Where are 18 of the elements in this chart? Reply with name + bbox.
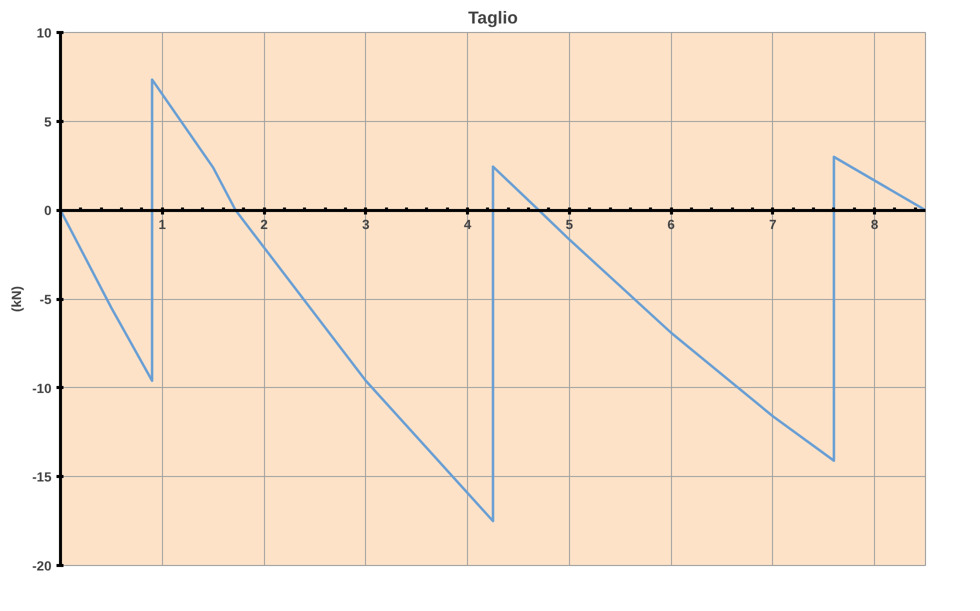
chart-title: Taglio — [468, 8, 518, 28]
y-tick-label: 10 — [36, 26, 52, 40]
line-series — [60, 78, 926, 522]
y-tick-label: -15 — [32, 470, 52, 485]
y-tick-label: -20 — [32, 558, 52, 574]
y-tick-label: -10 — [32, 380, 52, 396]
x-tick-label: 7 — [769, 217, 777, 232]
x-tick-label: 1 — [158, 217, 167, 232]
y-tick-label: 0 — [44, 203, 52, 218]
y-tick-label: -5 — [40, 292, 52, 307]
x-tick-label: 2 — [260, 217, 268, 232]
x-tick-label: 5 — [566, 217, 574, 232]
x-tick-label: 6 — [667, 217, 675, 232]
x-tick-label: 3 — [362, 217, 370, 232]
y-axis-title: (kN) — [9, 286, 24, 312]
x-tick-label: 4 — [464, 217, 472, 232]
y-tick-label: 5 — [44, 114, 52, 130]
x-tick-label: 8 — [870, 217, 878, 232]
